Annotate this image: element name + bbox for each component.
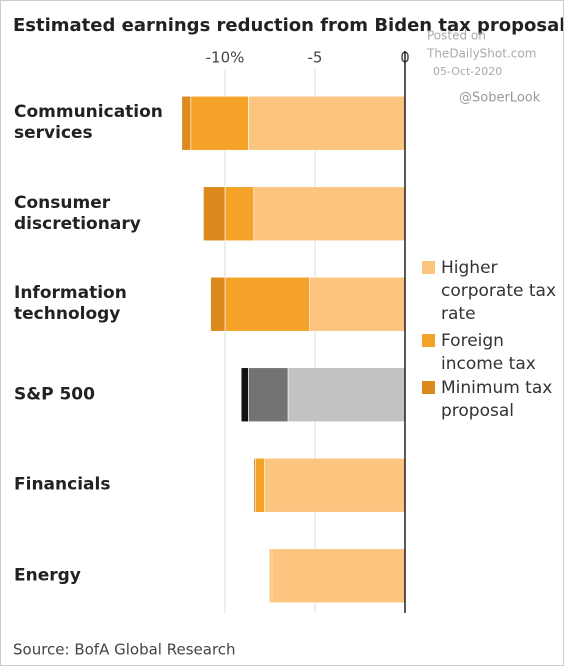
- bar-segment: [309, 276, 406, 332]
- chart-title: Estimated earnings reduction from Biden …: [13, 15, 563, 36]
- watermark: @SoberLook: [459, 91, 541, 106]
- bar-segment: [224, 186, 255, 242]
- bar-segment: [224, 276, 310, 332]
- bar-segment: [264, 457, 406, 513]
- source: Source: BofA Global Research: [13, 641, 236, 659]
- watermark: TheDailyShot.com: [426, 47, 536, 61]
- category-label: S&P 500: [14, 384, 95, 405]
- bar-segment: [203, 186, 226, 242]
- legend-label: Minimum tax proposal: [441, 378, 553, 421]
- bar-segment: [210, 276, 226, 332]
- bar-segment: [253, 457, 256, 513]
- category-label: Information technology: [14, 283, 127, 325]
- bar-segment: [287, 367, 406, 423]
- bar-segment: [253, 186, 406, 242]
- legend-swatch: [422, 334, 435, 347]
- bar-segment: [190, 95, 249, 151]
- legend-swatch: [422, 381, 435, 394]
- watermark: 05-Oct-2020: [433, 65, 502, 78]
- x-tick-label: -10%: [206, 49, 245, 67]
- bar-segment: [271, 548, 406, 604]
- category-label: Energy: [14, 565, 81, 586]
- category-label: Financials: [14, 474, 111, 495]
- category-label: Communication services: [14, 102, 163, 144]
- bar-segment: [248, 367, 289, 423]
- bar-segment: [240, 367, 249, 423]
- bar-segment: [181, 95, 192, 151]
- x-tick-label: -5: [308, 49, 323, 67]
- bar-segment: [255, 457, 265, 513]
- watermark: Posted on: [427, 29, 486, 43]
- category-label: Consumer discretionary: [14, 192, 141, 234]
- legend-label: Higher corporate tax rate: [441, 258, 557, 324]
- legend-label: Foreign income tax: [441, 331, 536, 374]
- legend-swatch: [422, 261, 435, 274]
- bar-segment: [248, 95, 406, 151]
- bar-segment: [268, 548, 271, 604]
